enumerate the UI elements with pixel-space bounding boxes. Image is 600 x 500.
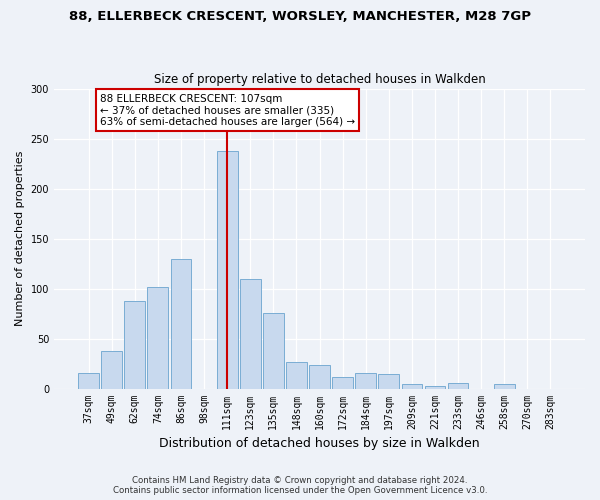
Y-axis label: Number of detached properties: Number of detached properties (15, 151, 25, 326)
Text: Contains HM Land Registry data © Crown copyright and database right 2024.
Contai: Contains HM Land Registry data © Crown c… (113, 476, 487, 495)
Bar (124, 300, 145, 388)
Title: Size of property relative to detached houses in Walkden: Size of property relative to detached ho… (154, 73, 485, 86)
Bar (379, 374, 399, 388)
Bar (494, 384, 515, 388)
Bar (401, 384, 422, 388)
X-axis label: Distribution of detached houses by size in Walkden: Distribution of detached houses by size … (159, 437, 480, 450)
Bar (332, 376, 353, 388)
Bar (448, 382, 469, 388)
Bar (240, 278, 260, 388)
Text: 88 ELLERBECK CRESCENT: 107sqm
← 37% of detached houses are smaller (335)
63% of : 88 ELLERBECK CRESCENT: 107sqm ← 37% of d… (100, 94, 355, 127)
Bar (309, 364, 330, 388)
Bar (425, 386, 445, 388)
Bar (217, 150, 238, 388)
Bar (78, 372, 99, 388)
Bar (355, 372, 376, 388)
Bar (263, 312, 284, 388)
Bar (170, 258, 191, 388)
Bar (286, 362, 307, 388)
Text: 88, ELLERBECK CRESCENT, WORSLEY, MANCHESTER, M28 7GP: 88, ELLERBECK CRESCENT, WORSLEY, MANCHES… (69, 10, 531, 23)
Bar (148, 286, 168, 388)
Bar (101, 350, 122, 389)
